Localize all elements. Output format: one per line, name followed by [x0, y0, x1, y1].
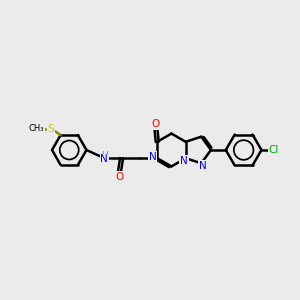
- Text: O: O: [152, 119, 160, 129]
- Text: N: N: [149, 152, 157, 162]
- Text: CH₃: CH₃: [28, 124, 44, 133]
- Text: N: N: [180, 156, 188, 166]
- Text: O: O: [115, 172, 123, 182]
- Text: N: N: [100, 154, 108, 164]
- Text: H: H: [101, 151, 108, 160]
- Text: N: N: [199, 161, 207, 171]
- Text: Cl: Cl: [269, 145, 279, 155]
- Text: S: S: [48, 124, 54, 134]
